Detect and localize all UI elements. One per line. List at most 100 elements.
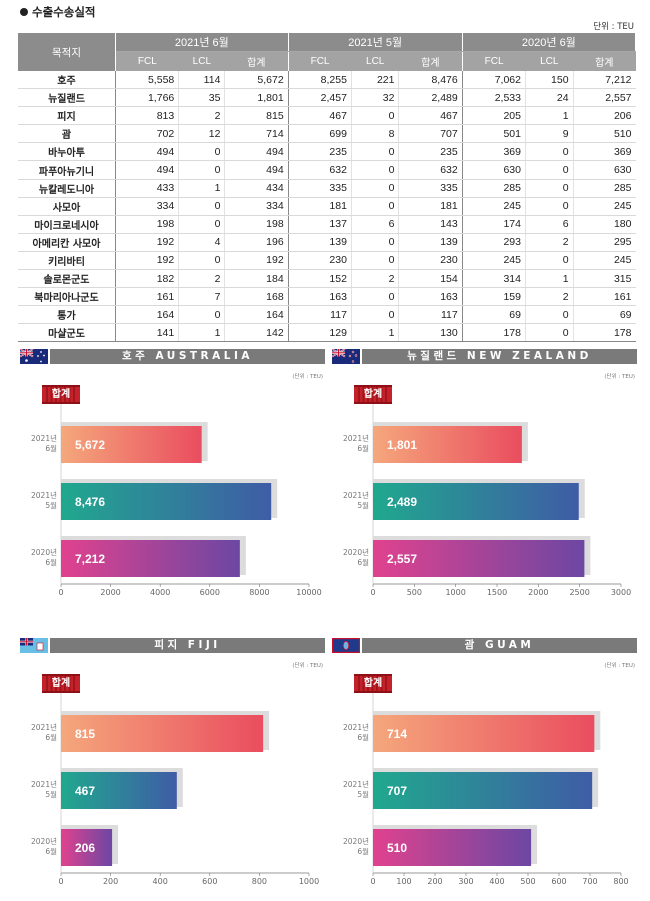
value-cell: 0 — [524, 305, 574, 325]
value-cell: 150 — [524, 71, 574, 90]
bar-value-label: 510 — [387, 841, 408, 855]
value-cell: 494 — [224, 142, 289, 162]
bar — [61, 483, 272, 520]
value-cell: 192 — [114, 233, 179, 252]
period-month: 6월 — [357, 558, 369, 567]
period-label: 2020년 6월 — [19, 548, 57, 568]
value-cell: 184 — [224, 269, 289, 289]
destination-cell: 통가 — [18, 305, 116, 325]
value-cell: 702 — [114, 124, 179, 144]
table-row: 사모아 334 0 334 181 0 181 245 0 245 — [18, 197, 636, 216]
period-month: 6월 — [357, 444, 369, 453]
value-cell: 293 — [461, 233, 526, 252]
value-cell: 314 — [461, 269, 526, 289]
table-row: 호주 5,558 114 5,672 8,255 221 8,476 7,062 150 7,21… — [18, 71, 636, 90]
value-cell: 235 — [398, 142, 463, 162]
bar-value-label: 5,672 — [75, 438, 106, 452]
total-badge-label: 합계 — [51, 389, 71, 400]
chart-panel-new-zealand: 뉴질랜드 NEW ZEALAND (단위 : TEU) 합계 1,801 2021년 6월… — [332, 349, 637, 599]
value-cell: 315 — [572, 269, 636, 289]
chart-unit-label: (단위 : TEU) — [292, 374, 323, 380]
value-cell: 433 — [114, 179, 179, 198]
period-label: 2021년 5월 — [331, 780, 369, 800]
period-year: 2021년 — [343, 780, 369, 789]
value-cell: 0 — [350, 179, 399, 198]
chart-banner: 피지 FIJI — [20, 638, 325, 653]
value-cell: 154 — [398, 269, 463, 289]
value-cell: 0 — [350, 233, 399, 252]
period-month: 6월 — [45, 558, 57, 567]
table-subheader: FCL — [461, 51, 526, 71]
value-cell: 815 — [224, 106, 289, 126]
new-zealand-flag-icon — [332, 349, 360, 364]
value-cell: 2,457 — [287, 88, 352, 108]
value-cell: 245 — [461, 197, 526, 216]
destination-cell: 뉴칼레도니아 — [18, 179, 116, 198]
value-cell: 0 — [350, 305, 399, 325]
chart-panel-guam: 괌 GUAM (단위 : TEU) 합계 714 2021년 6월 707 2021년 5월 51… — [332, 638, 637, 888]
value-cell: 4 — [178, 233, 225, 252]
destination-cell: 키리바티 — [18, 251, 116, 271]
table-row: 아메리칸 사모아 192 4 196 139 0 139 293 2 295 — [18, 233, 636, 252]
table-row: 마샬군도 141 1 142 129 1 130 178 0 178 — [18, 323, 636, 343]
x-tick-label: 0 — [370, 588, 376, 597]
x-tick-label: 0 — [58, 877, 64, 886]
value-cell: 130 — [398, 323, 463, 343]
x-tick-label: 0 — [370, 877, 376, 886]
period-year: 2021년 — [343, 491, 369, 500]
value-cell: 0 — [524, 251, 574, 271]
total-badge-icon — [42, 674, 80, 693]
value-cell: 24 — [524, 88, 574, 108]
value-cell: 699 — [287, 124, 352, 144]
value-cell: 2 — [524, 287, 574, 307]
destination-cell: 호주 — [18, 71, 116, 90]
bar — [373, 772, 593, 809]
value-cell: 0 — [524, 160, 574, 180]
value-cell: 69 — [572, 305, 636, 325]
period-label: 2021년 5월 — [331, 491, 369, 511]
value-cell: 8 — [350, 124, 399, 144]
value-cell: 0 — [524, 179, 574, 198]
value-cell: 139 — [398, 233, 463, 252]
value-cell: 334 — [224, 197, 289, 216]
chart-banner: 괌 GUAM — [332, 638, 637, 653]
x-tick-label: 800 — [251, 877, 268, 886]
table-row: 북마리아나군도 161 7 168 163 0 163 159 2 161 — [18, 287, 636, 307]
table-row: 마이크로네시아 198 0 198 137 6 143 174 6 180 — [18, 215, 636, 234]
chart-panel-australia: 호주 AUSTRALIA (단위 : TEU) 합계 5,672 2021년 6월 8,47… — [20, 349, 325, 599]
x-tick-label: 400 — [489, 877, 505, 886]
value-cell: 632 — [398, 160, 463, 180]
value-cell: 1,801 — [224, 88, 289, 108]
table-row: 키리바티 192 0 192 230 0 230 245 0 245 — [18, 251, 636, 271]
value-cell: 630 — [461, 160, 526, 180]
period-label: 2021년 6월 — [19, 723, 57, 743]
value-cell: 245 — [572, 197, 636, 216]
value-cell: 245 — [461, 251, 526, 271]
value-cell: 174 — [461, 215, 526, 234]
value-cell: 0 — [178, 305, 225, 325]
value-cell: 164 — [114, 305, 179, 325]
value-cell: 181 — [398, 197, 463, 216]
value-cell: 434 — [224, 179, 289, 198]
period-year: 2020년 — [343, 837, 369, 846]
table-subheader: 합계 — [573, 51, 636, 71]
value-cell: 0 — [350, 160, 399, 180]
value-cell: 1 — [178, 179, 225, 198]
bar-value-label: 2,489 — [387, 495, 418, 509]
destination-cell: 마샬군도 — [18, 323, 116, 343]
period-year: 2021년 — [343, 723, 369, 732]
value-cell: 0 — [178, 197, 225, 216]
value-cell: 7 — [178, 287, 225, 307]
value-cell: 182 — [114, 269, 179, 289]
value-cell: 0 — [350, 142, 399, 162]
value-cell: 221 — [350, 71, 399, 90]
x-tick-label: 500 — [406, 588, 422, 597]
value-cell: 1 — [178, 323, 225, 343]
x-tick-label: 300 — [458, 877, 474, 886]
value-cell: 12 — [178, 124, 225, 144]
bar — [61, 715, 264, 752]
value-cell: 9 — [524, 124, 574, 144]
destination-cell: 피지 — [18, 106, 116, 126]
value-cell: 206 — [572, 106, 636, 126]
period-label: 2021년 5월 — [19, 780, 57, 800]
